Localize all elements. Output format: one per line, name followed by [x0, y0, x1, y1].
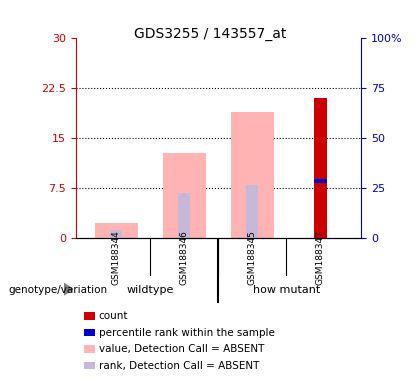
Bar — [231, 112, 274, 238]
Bar — [110, 230, 122, 238]
Text: genotype/variation: genotype/variation — [8, 285, 108, 295]
Text: count: count — [99, 311, 128, 321]
Text: GDS3255 / 143557_at: GDS3255 / 143557_at — [134, 27, 286, 41]
Text: value, Detection Call = ABSENT: value, Detection Call = ABSENT — [99, 344, 264, 354]
Bar — [314, 179, 327, 183]
Text: rank, Detection Call = ABSENT: rank, Detection Call = ABSENT — [99, 361, 259, 371]
Text: wildtype: wildtype — [127, 285, 174, 295]
Bar — [178, 193, 190, 238]
Text: percentile rank within the sample: percentile rank within the sample — [99, 328, 275, 338]
Text: GSM188346: GSM188346 — [180, 230, 189, 285]
Text: how mutant: how mutant — [253, 285, 320, 295]
Bar — [163, 153, 206, 238]
Bar — [247, 185, 258, 238]
Text: GSM188347: GSM188347 — [316, 230, 325, 285]
Text: GSM188345: GSM188345 — [248, 230, 257, 285]
Text: GSM188344: GSM188344 — [112, 230, 121, 285]
Bar — [95, 223, 138, 238]
Polygon shape — [64, 283, 73, 295]
Bar — [314, 98, 327, 238]
